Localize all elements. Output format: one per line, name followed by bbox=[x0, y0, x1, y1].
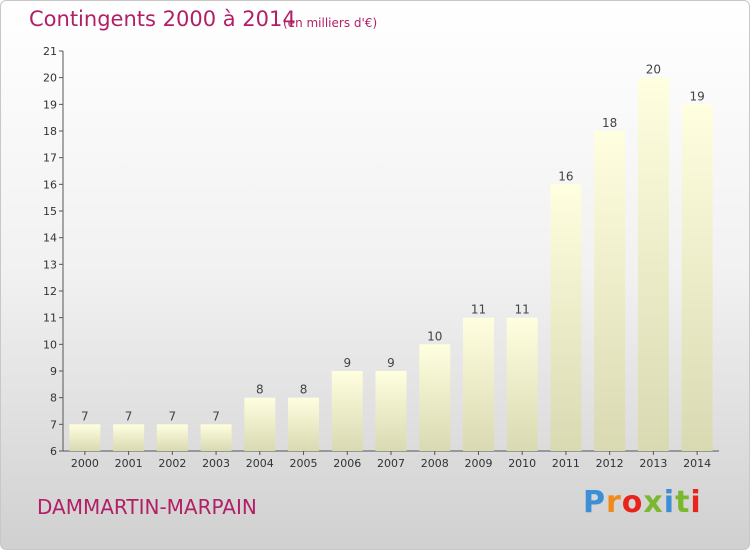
bar-value-label: 20 bbox=[646, 63, 661, 77]
x-tick-label: 2008 bbox=[421, 457, 449, 470]
y-tick-label: 12 bbox=[43, 285, 57, 298]
bar-value-label: 10 bbox=[427, 329, 442, 343]
chart-subtitle: (en milliers d'€) bbox=[283, 16, 378, 30]
y-tick-label: 16 bbox=[43, 178, 57, 191]
bar bbox=[375, 371, 407, 451]
chart-title: Contingents 2000 à 2014 bbox=[29, 7, 296, 31]
x-tick-label: 2002 bbox=[158, 457, 186, 470]
bar-value-label: 8 bbox=[256, 383, 264, 397]
x-tick-label: 2000 bbox=[71, 457, 99, 470]
y-tick-label: 10 bbox=[43, 338, 57, 351]
y-tick-label: 18 bbox=[43, 125, 57, 138]
brand-letter: r bbox=[606, 485, 622, 520]
y-tick-label: 7 bbox=[50, 418, 57, 431]
bar bbox=[594, 131, 626, 451]
y-tick-label: 9 bbox=[50, 365, 57, 378]
bar bbox=[681, 104, 713, 451]
brand-letter: t bbox=[675, 485, 691, 520]
x-tick-label: 2014 bbox=[683, 457, 711, 470]
y-tick-label: 20 bbox=[43, 72, 57, 85]
bar bbox=[506, 317, 538, 451]
x-tick-label: 2012 bbox=[596, 457, 624, 470]
bar bbox=[462, 317, 494, 451]
y-tick-label: 8 bbox=[50, 392, 57, 405]
bar bbox=[331, 371, 363, 451]
x-tick-label: 2011 bbox=[552, 457, 580, 470]
bar-value-label: 9 bbox=[387, 356, 395, 370]
bar-value-label: 11 bbox=[471, 303, 486, 317]
brand-letter: P bbox=[583, 485, 606, 520]
bar-value-label: 19 bbox=[689, 89, 704, 103]
y-tick-label: 11 bbox=[43, 312, 57, 325]
x-tick-label: 2001 bbox=[115, 457, 143, 470]
proxiti-logo: Proxiti bbox=[583, 485, 702, 520]
bar bbox=[288, 397, 320, 451]
bar-value-label: 7 bbox=[81, 409, 89, 423]
x-tick-label: 2009 bbox=[464, 457, 492, 470]
y-tick-label: 6 bbox=[50, 445, 57, 458]
x-axis: 2000 2001 2002 2003 2004 2005 2006 2007 2008 2009… bbox=[63, 450, 719, 470]
bar bbox=[637, 77, 669, 452]
x-tick-label: 2007 bbox=[377, 457, 405, 470]
bar-value-label: 7 bbox=[125, 409, 133, 423]
bar bbox=[200, 424, 232, 451]
commune-name: DAMMARTIN-MARPAIN bbox=[37, 495, 257, 519]
y-tick-label: 15 bbox=[43, 205, 57, 218]
x-tick-label: 2004 bbox=[246, 457, 274, 470]
bar-value-label: 8 bbox=[300, 383, 308, 397]
y-axis: 6 7 8 9 10 11 12 13 14 15 16 17 18 19 20 21 bbox=[43, 45, 64, 458]
x-tick-label: 2013 bbox=[639, 457, 667, 470]
y-tick-label: 13 bbox=[43, 258, 57, 271]
bar-value-label: 16 bbox=[558, 169, 573, 183]
bar-value-label: 11 bbox=[515, 303, 530, 317]
brand-letter: x bbox=[643, 485, 664, 520]
bar-value-label: 18 bbox=[602, 116, 617, 130]
bar-value-label: 7 bbox=[212, 409, 220, 423]
bar bbox=[419, 344, 451, 451]
y-tick-label: 21 bbox=[43, 45, 57, 58]
y-tick-label: 17 bbox=[43, 152, 57, 165]
x-tick-label: 2003 bbox=[202, 457, 230, 470]
x-tick-label: 2010 bbox=[508, 457, 536, 470]
brand-letter: i bbox=[690, 485, 702, 520]
bar-value-label: 7 bbox=[169, 409, 177, 423]
y-tick-label: 14 bbox=[43, 232, 57, 245]
brand-letter: o bbox=[621, 485, 644, 520]
bar bbox=[156, 424, 188, 451]
y-tick-label: 19 bbox=[43, 98, 57, 111]
x-tick-label: 2006 bbox=[333, 457, 361, 470]
bar-value-label: 9 bbox=[343, 356, 351, 370]
bar bbox=[69, 424, 101, 451]
bar bbox=[113, 424, 145, 451]
bar bbox=[244, 397, 276, 451]
brand-letter: i bbox=[663, 485, 676, 520]
x-tick-label: 2005 bbox=[290, 457, 318, 470]
bar bbox=[550, 184, 582, 452]
bars: 7 7 7 7 8 8 9 9 10 11 11 16 18 20 19 bbox=[69, 63, 713, 452]
